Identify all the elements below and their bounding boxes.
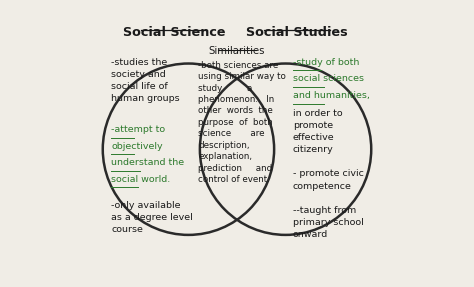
- Text: -study of both: -study of both: [292, 58, 359, 67]
- Text: Social Studies: Social Studies: [246, 26, 348, 39]
- Text: -studies the
society and
social life of
human groups: -studies the society and social life of …: [111, 58, 180, 103]
- Text: in order to
promote
effective
citizenry

- promote civic
competence

--taught fr: in order to promote effective citizenry …: [292, 109, 364, 239]
- Text: -both sciences are
using similar way to
study         a
phenomenon.   In
other  : -both sciences are using similar way to …: [199, 61, 286, 184]
- Text: Social Science: Social Science: [123, 26, 226, 39]
- Text: Similarities: Similarities: [209, 46, 265, 56]
- Text: -only available
as a degree level
course: -only available as a degree level course: [111, 201, 193, 234]
- Text: social sciences: social sciences: [292, 74, 364, 84]
- Text: -attempt to: -attempt to: [111, 125, 165, 134]
- Text: and humanities,: and humanities,: [292, 91, 370, 100]
- Text: social world.: social world.: [111, 174, 171, 184]
- Text: understand the: understand the: [111, 158, 184, 167]
- Text: objectively: objectively: [111, 141, 163, 150]
